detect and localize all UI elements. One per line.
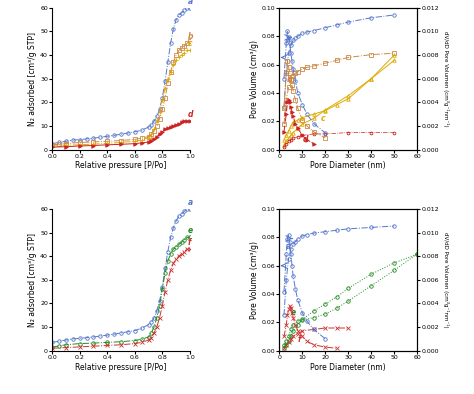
Text: e: e bbox=[188, 226, 193, 235]
X-axis label: Relative pressure [P/Po]: Relative pressure [P/Po] bbox=[75, 362, 167, 372]
Y-axis label: Pore Volume (cm³/g): Pore Volume (cm³/g) bbox=[250, 40, 259, 118]
Y-axis label: N₂ adsorbed [cm³/g STP]: N₂ adsorbed [cm³/g STP] bbox=[28, 233, 37, 327]
Text: f: f bbox=[188, 238, 191, 247]
Y-axis label: dV/dD Pore Volumen (cm³g⁻¹nm⁻¹): dV/dD Pore Volumen (cm³g⁻¹nm⁻¹) bbox=[443, 31, 449, 126]
Text: f: f bbox=[298, 335, 301, 344]
X-axis label: Pore Diameter (nm): Pore Diameter (nm) bbox=[310, 162, 386, 171]
Text: a: a bbox=[286, 242, 292, 251]
Text: a: a bbox=[286, 35, 292, 44]
Y-axis label: Pore Volume (cm³/g): Pore Volume (cm³/g) bbox=[250, 241, 259, 319]
Text: b: b bbox=[188, 32, 193, 41]
Text: d: d bbox=[302, 136, 308, 145]
X-axis label: Relative pressure [P/Po]: Relative pressure [P/Po] bbox=[75, 162, 167, 171]
X-axis label: Pore Diameter (nm): Pore Diameter (nm) bbox=[310, 362, 386, 372]
Text: c: c bbox=[188, 39, 192, 48]
Text: a: a bbox=[188, 198, 193, 207]
Text: b: b bbox=[286, 74, 292, 84]
Text: e: e bbox=[291, 308, 296, 317]
Y-axis label: dV/dD Pore Volumen (cm³g⁻¹nm⁻¹): dV/dD Pore Volumen (cm³g⁻¹nm⁻¹) bbox=[443, 232, 449, 328]
Text: a: a bbox=[188, 0, 193, 6]
Y-axis label: N₂ adsorbed [cm³/g STP]: N₂ adsorbed [cm³/g STP] bbox=[28, 32, 37, 126]
Text: d: d bbox=[188, 110, 193, 119]
Text: c: c bbox=[321, 114, 325, 123]
